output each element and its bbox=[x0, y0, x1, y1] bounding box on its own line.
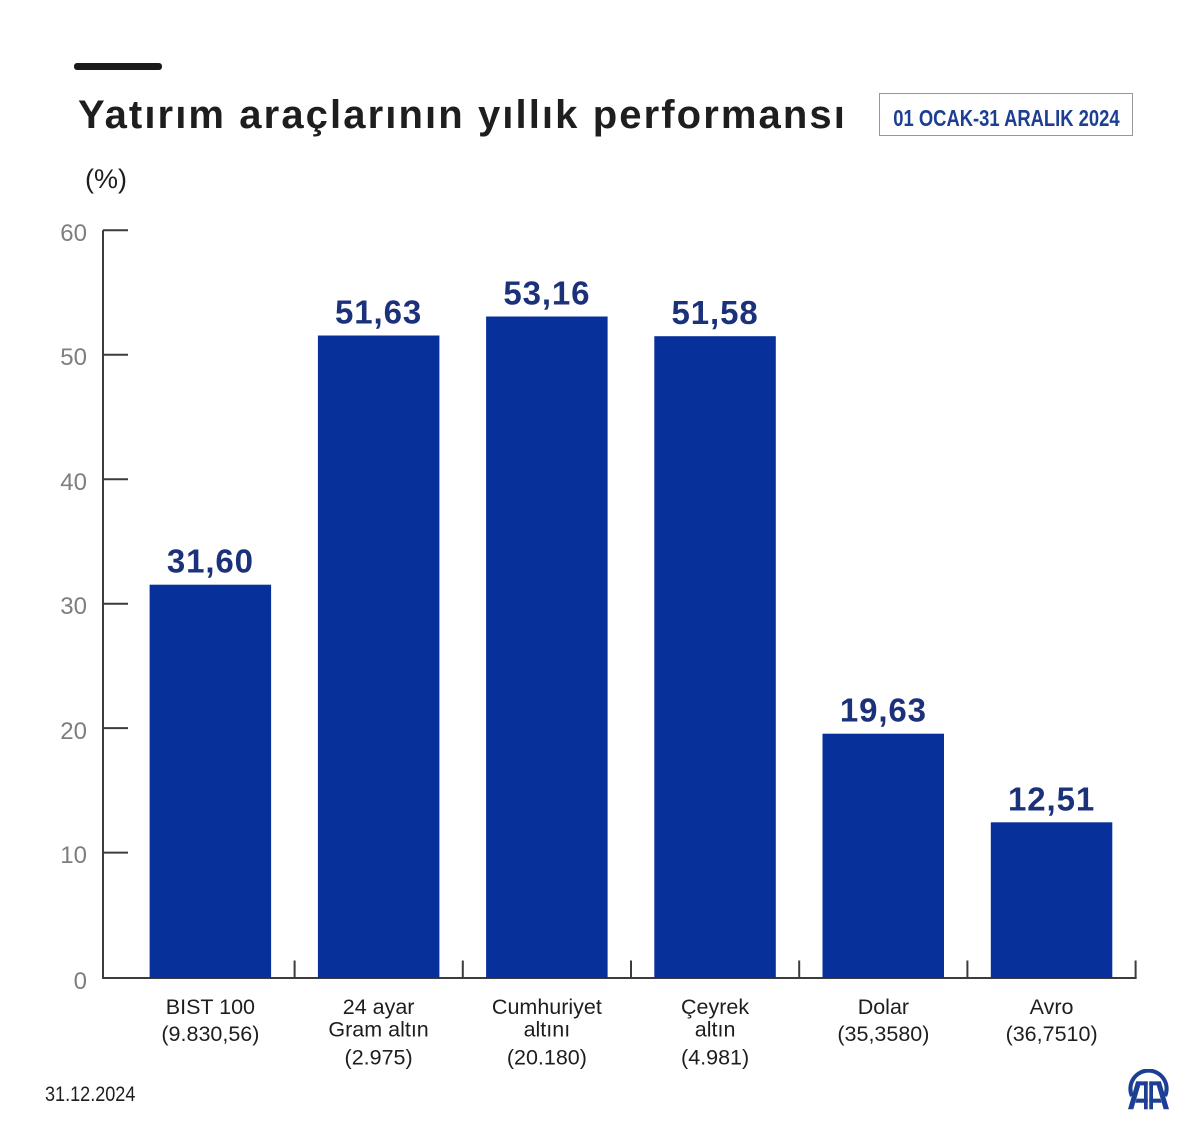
svg-text:Dolar: Dolar bbox=[858, 995, 909, 1019]
svg-text:51,63: 51,63 bbox=[335, 294, 422, 331]
svg-text:BIST 100: BIST 100 bbox=[166, 995, 255, 1019]
svg-text:Gram altın: Gram altın bbox=[328, 1018, 428, 1042]
svg-text:(4.981): (4.981) bbox=[681, 1046, 749, 1070]
svg-text:19,63: 19,63 bbox=[840, 692, 927, 729]
svg-text:31,60: 31,60 bbox=[167, 543, 254, 580]
svg-text:Avro: Avro bbox=[1030, 995, 1074, 1019]
svg-text:(2.975): (2.975) bbox=[345, 1046, 413, 1070]
svg-text:40: 40 bbox=[60, 469, 87, 496]
svg-text:0: 0 bbox=[74, 968, 87, 995]
svg-text:(9.830,56): (9.830,56) bbox=[161, 1022, 259, 1046]
svg-text:50: 50 bbox=[60, 344, 87, 371]
svg-text:(20.180): (20.180) bbox=[507, 1046, 587, 1070]
svg-text:60: 60 bbox=[60, 220, 87, 247]
svg-text:10: 10 bbox=[60, 842, 87, 869]
svg-text:51,58: 51,58 bbox=[672, 294, 759, 331]
svg-text:53,16: 53,16 bbox=[503, 275, 590, 312]
svg-text:24 ayar: 24 ayar bbox=[343, 995, 415, 1019]
svg-text:altını: altını bbox=[524, 1018, 571, 1042]
svg-text:(36,7510): (36,7510) bbox=[1006, 1022, 1098, 1046]
svg-text:(35,3580): (35,3580) bbox=[837, 1022, 929, 1046]
svg-text:30: 30 bbox=[60, 593, 87, 620]
svg-text:Cumhuriyet: Cumhuriyet bbox=[492, 995, 602, 1019]
svg-text:20: 20 bbox=[60, 718, 87, 745]
svg-text:12,51: 12,51 bbox=[1008, 780, 1095, 817]
svg-text:altın: altın bbox=[695, 1018, 736, 1042]
svg-text:Çeyrek: Çeyrek bbox=[681, 995, 749, 1019]
